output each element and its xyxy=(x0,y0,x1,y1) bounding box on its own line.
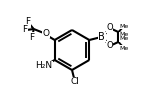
Text: Me: Me xyxy=(120,45,129,50)
Text: Me: Me xyxy=(120,37,129,42)
Text: O: O xyxy=(106,23,113,33)
Text: O: O xyxy=(106,42,113,50)
Text: O: O xyxy=(42,28,49,38)
Text: Me: Me xyxy=(120,33,129,38)
Text: Cl: Cl xyxy=(71,78,79,86)
Text: F: F xyxy=(25,18,30,27)
Text: B: B xyxy=(98,32,105,42)
Text: Me: Me xyxy=(120,23,129,28)
Text: H₂N: H₂N xyxy=(35,62,52,70)
Text: F: F xyxy=(22,26,27,34)
Text: F: F xyxy=(29,33,34,42)
